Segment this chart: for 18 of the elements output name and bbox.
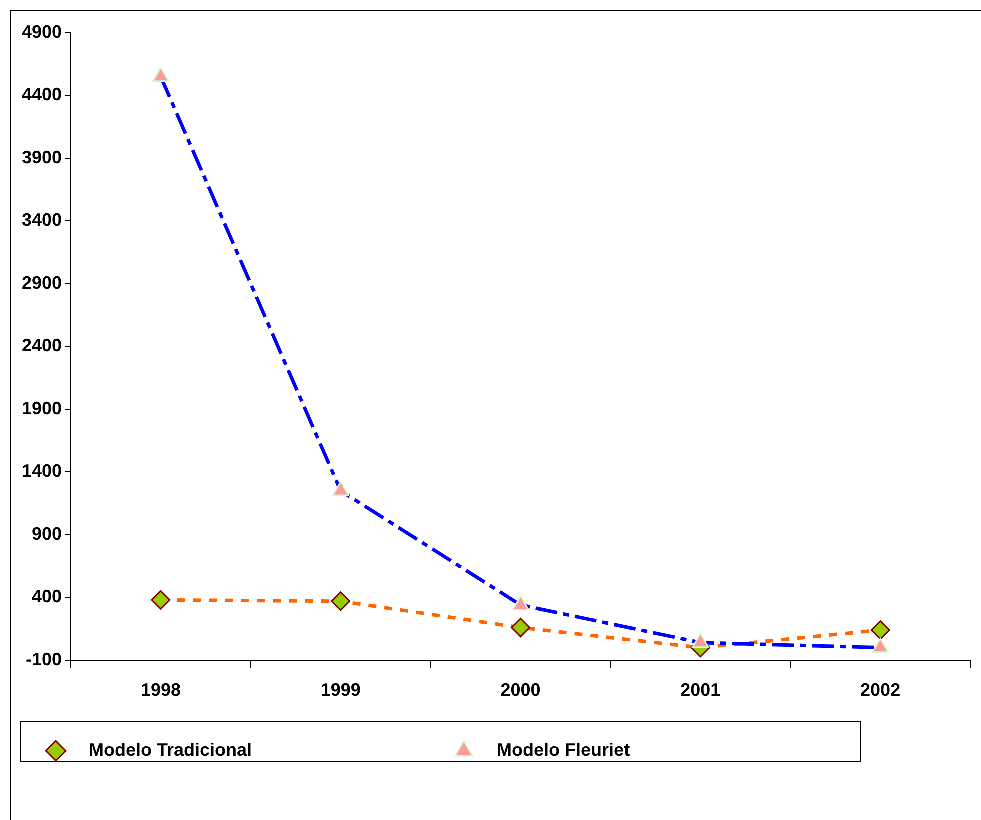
x-tick-label: 1998 [140,680,182,700]
x-tick-label: 1999 [320,680,361,700]
y-tick-label: 900 [32,524,62,544]
y-tick-label: 4400 [22,84,62,105]
y-tick-label: 2900 [22,272,62,293]
y-tick-label: 2400 [22,336,62,356]
y-tick-label: 3900 [22,147,62,168]
y-tick-label: 1400 [22,461,62,482]
y-tick-label: -100 [26,649,62,670]
y-tick-label: 400 [32,586,62,607]
x-tick-label: 2002 [860,680,901,700]
legend-label: Modelo Fleuriet [482,740,806,760]
y-tick-label: 3400 [22,210,62,230]
y-tick-label: 1900 [22,398,62,418]
y-tick-label: 4900 [22,22,62,42]
x-tick-label: 2001 [680,680,721,700]
x-tick-label: 2000 [500,680,541,700]
legend-label: Modelo Tradicional [74,740,428,760]
